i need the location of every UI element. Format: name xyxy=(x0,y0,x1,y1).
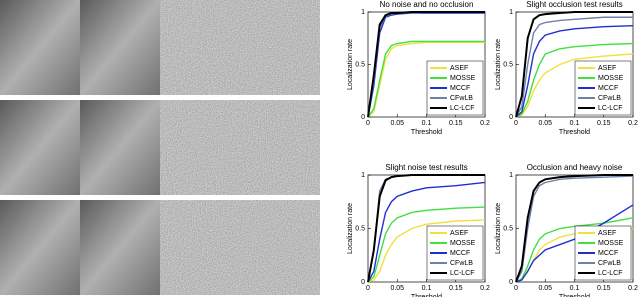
legend-label: MCCF xyxy=(598,85,618,92)
legend-label: MCCF xyxy=(450,250,470,257)
x-axis-label: Threshold xyxy=(411,129,442,136)
x-tick-label: 0 xyxy=(366,120,370,127)
y-tick-label: 1 xyxy=(509,172,513,179)
legend-label: MOSSE xyxy=(598,75,624,82)
legend-label: MCCF xyxy=(598,250,618,257)
x-axis-label: Threshold xyxy=(411,294,442,297)
face-image xyxy=(80,0,160,95)
chart-title: Occlusion and heavy noise xyxy=(527,163,623,172)
series-line xyxy=(367,206,486,283)
noisy-face-image xyxy=(160,100,240,195)
face-image xyxy=(0,0,80,95)
series-line xyxy=(515,16,633,118)
noisy-face-image xyxy=(160,200,240,295)
x-tick-label: 0.05 xyxy=(390,120,404,127)
series-line xyxy=(367,11,485,118)
legend-label: MOSSE xyxy=(450,75,476,82)
y-tick-label: 0 xyxy=(509,114,513,121)
y-tick-label: 0.5 xyxy=(503,61,513,68)
y-tick-label: 1 xyxy=(361,9,365,16)
x-tick-label: 0.15 xyxy=(597,285,611,292)
x-tick-label: 0.05 xyxy=(538,120,552,127)
face-image xyxy=(80,200,160,295)
noisy-face-image xyxy=(160,0,240,95)
y-tick-label: 0 xyxy=(509,279,513,286)
series-line xyxy=(367,174,485,283)
chart-title: No noise and no occlusion xyxy=(380,0,474,9)
series-line xyxy=(515,53,634,118)
noisy-face-image xyxy=(240,200,320,295)
face-image xyxy=(0,200,80,295)
legend-label: MOSSE xyxy=(598,240,624,247)
series-line xyxy=(515,42,634,118)
x-tick-label: 0.2 xyxy=(628,120,638,127)
chart: Slight occlusion test results Threshold Lo… xyxy=(495,0,638,136)
series-line xyxy=(515,11,633,118)
x-tick-label: 0.1 xyxy=(570,285,580,292)
chart-title: Slight noise test results xyxy=(385,163,467,172)
legend-label: LC-LCF xyxy=(450,270,475,277)
x-tick-label: 0.2 xyxy=(480,120,490,127)
x-tick-label: 0.15 xyxy=(449,285,463,292)
legend-label: MOSSE xyxy=(450,240,476,247)
noisy-face-image xyxy=(240,0,320,95)
x-tick-label: 0 xyxy=(514,285,518,292)
x-tick-label: 0.05 xyxy=(538,285,552,292)
noisy-face-image xyxy=(240,100,320,195)
legend-label: CFwLB xyxy=(450,260,473,267)
face-images xyxy=(0,0,320,295)
x-tick-label: 0.05 xyxy=(390,285,404,292)
y-axis-label: Localization rate xyxy=(495,39,502,90)
series-line xyxy=(367,181,486,283)
legend-label: ASEF xyxy=(598,65,616,72)
y-tick-label: 0 xyxy=(361,114,365,121)
series-line xyxy=(367,219,486,283)
legend-label: ASEF xyxy=(598,230,616,237)
x-tick-label: 0.1 xyxy=(422,285,432,292)
chart: Occlusion and heavy noise Threshold Locali… xyxy=(495,163,638,297)
y-axis-label: Localization rate xyxy=(347,203,354,254)
series-line xyxy=(515,24,634,118)
x-tick-label: 0.15 xyxy=(449,120,463,127)
x-tick-label: 0.1 xyxy=(570,120,580,127)
x-tick-label: 0.1 xyxy=(422,120,432,127)
x-tick-label: 0.15 xyxy=(597,120,611,127)
legend-label: CFwLB xyxy=(598,260,621,267)
chart: Slight noise test results Threshold Locali… xyxy=(347,163,490,297)
x-tick-label: 0 xyxy=(366,285,370,292)
y-tick-label: 0.5 xyxy=(355,61,365,68)
x-tick-label: 0.2 xyxy=(480,285,490,292)
x-tick-label: 0.2 xyxy=(628,285,638,292)
series-line xyxy=(367,40,485,118)
legend-label: CFwLB xyxy=(450,95,473,102)
face-image xyxy=(0,100,80,195)
chart-title: Slight occlusion test results xyxy=(526,0,623,9)
legend-label: ASEF xyxy=(450,230,468,237)
y-tick-label: 0 xyxy=(361,279,365,286)
legend-label: ASEF xyxy=(450,65,468,72)
x-tick-label: 0 xyxy=(514,120,518,127)
y-tick-label: 0.5 xyxy=(503,225,513,232)
legend-label: LC-LCF xyxy=(598,270,623,277)
series-line xyxy=(515,217,634,283)
y-tick-label: 1 xyxy=(509,9,513,16)
legend-label: CFwLB xyxy=(598,95,621,102)
y-tick-label: 1 xyxy=(361,172,365,179)
legend-label: LC-LCF xyxy=(598,105,623,112)
legend-label: MCCF xyxy=(450,85,470,92)
series-line xyxy=(515,174,633,283)
y-axis-label: Localization rate xyxy=(495,203,502,254)
legend-label: LC-LCF xyxy=(450,105,475,112)
x-axis-label: Threshold xyxy=(559,129,590,136)
y-axis-label: Localization rate xyxy=(347,39,354,90)
series-line xyxy=(367,41,485,118)
x-axis-label: Threshold xyxy=(559,294,590,297)
chart: No noise and no occlusion Threshold Locali… xyxy=(347,0,490,136)
face-image xyxy=(80,100,160,195)
y-tick-label: 0.5 xyxy=(355,225,365,232)
